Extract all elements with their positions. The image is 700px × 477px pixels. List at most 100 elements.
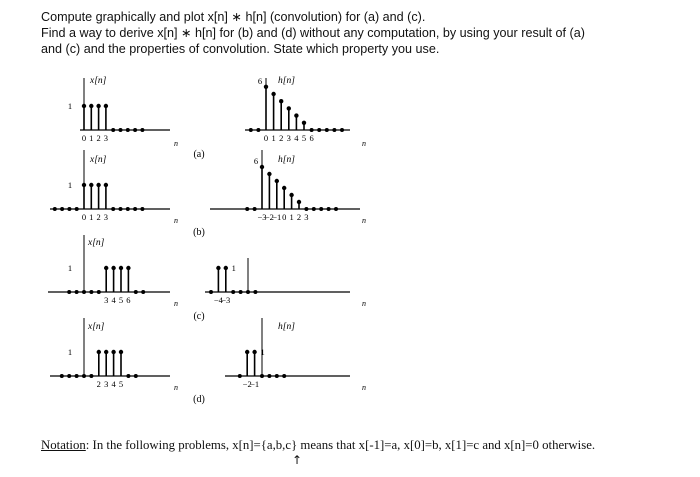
axis-var-label: n — [174, 383, 178, 392]
signal-label: x[n] — [89, 76, 107, 86]
part-label: (c) — [193, 311, 204, 322]
tick-label: 3 — [104, 295, 108, 305]
zero-sample-dot — [96, 290, 101, 294]
tick-label: 5 — [119, 379, 123, 389]
part-label: (a) — [193, 149, 204, 160]
problem-statement: Compute graphically and plot x[n] ∗ h[n]… — [41, 9, 681, 57]
part-label: (b) — [193, 227, 205, 238]
zero-sample-dot — [82, 290, 86, 294]
zero-sample-dot — [231, 290, 236, 294]
stem-tip — [126, 265, 131, 271]
zero-sample-dot — [252, 207, 257, 211]
zero-sample-dot — [111, 128, 116, 132]
part-label: (d) — [193, 394, 205, 405]
up-arrow-icon: ↑ — [292, 453, 303, 467]
tick-label: 3 — [104, 379, 108, 389]
plot-a-h: nh[n]60 1 2 3 4 5 6 — [245, 76, 366, 148]
signal-label: h[n] — [278, 76, 295, 86]
stem-tip — [96, 349, 102, 355]
zero-sample-dot — [334, 207, 338, 211]
plot-d-x: n x[n] 1 2 3 4 5 — [50, 318, 178, 392]
zero-sample-dot — [317, 128, 322, 132]
zero-sample-dot — [125, 128, 130, 132]
tick-label: 2 — [297, 212, 301, 222]
zero-sample-dot — [82, 374, 86, 378]
zero-sample-dot — [309, 128, 314, 132]
tick-label: −1 — [272, 212, 281, 222]
stem-tip — [267, 171, 272, 177]
tick-label: 1 — [89, 133, 93, 143]
plot-d-h: n h[n] 1 −2−1 — [225, 318, 366, 392]
zero-sample-dot — [326, 207, 331, 211]
zero-sample-dot — [311, 207, 316, 211]
amplitude-label: 1 — [68, 347, 72, 357]
zero-sample-dot — [237, 374, 242, 378]
stem-tip — [279, 99, 284, 104]
zero-sample-dot — [209, 290, 213, 294]
zero-sample-dot — [67, 207, 72, 211]
tick-label: 0 — [282, 212, 286, 222]
zero-sample-dot — [140, 128, 145, 132]
plot-a-x: nx[n]10 1 2 3 — [68, 76, 178, 148]
stem-tip — [296, 199, 302, 205]
zero-sample-dot — [118, 207, 123, 211]
zero-sample-dot — [118, 128, 123, 132]
stem-tip — [271, 91, 276, 97]
problem-line-2: Find a way to derive x[n] ∗ h[n] for (b)… — [41, 26, 585, 40]
zero-sample-dot — [133, 207, 138, 211]
amplitude-label: 1 — [232, 263, 236, 273]
zero-sample-dot — [133, 128, 138, 132]
zero-sample-dot — [52, 207, 57, 211]
stem-tip — [118, 349, 124, 355]
amplitude-label: 1 — [68, 263, 72, 273]
zero-sample-dot — [111, 207, 116, 211]
signal-label: x[n] — [87, 238, 105, 248]
zero-sample-dot — [319, 207, 324, 211]
axis-var-label: n — [362, 139, 366, 148]
zero-sample-dot — [274, 374, 279, 378]
signal-label: x[n] — [87, 322, 105, 332]
stem-tip — [282, 185, 287, 191]
tick-label: 6 — [126, 295, 130, 305]
zero-sample-dot — [140, 207, 145, 211]
tick-label: 1 — [271, 133, 275, 143]
stem-tip — [294, 113, 299, 118]
zero-sample-dot — [253, 290, 258, 294]
stem-tip — [252, 349, 257, 355]
zero-sample-dot — [246, 290, 250, 294]
stem-tip — [89, 103, 94, 109]
signal-label: h[n] — [278, 155, 295, 165]
plot-c-h: n 1 −4−3 — [205, 258, 366, 308]
tick-label: 3 — [304, 212, 308, 222]
stem-tip — [274, 178, 279, 184]
zero-sample-dot — [340, 128, 344, 132]
tick-label: 0 — [264, 133, 268, 143]
tick-label: 4 — [111, 379, 116, 389]
problem-line-3: and (c) and the properties of convolutio… — [41, 42, 440, 56]
zero-sample-dot — [332, 128, 337, 132]
amplitude-label: 1 — [68, 180, 72, 190]
zero-sample-dot — [67, 374, 72, 378]
stem-tip — [263, 84, 269, 90]
tick-label: −3 — [257, 212, 266, 222]
axis-var-label: n — [362, 216, 366, 225]
stem-tip — [223, 265, 228, 271]
tick-label: 0 — [82, 212, 86, 222]
notation-label: Notation — [41, 438, 86, 452]
zero-sample-dot — [245, 207, 250, 211]
zero-sample-dot — [89, 374, 94, 378]
zero-sample-dot — [267, 374, 272, 378]
stem-tip — [81, 182, 87, 188]
tick-label: 3 — [287, 133, 291, 143]
stem-tip — [289, 192, 294, 198]
plot-b-x: nx[n]10 1 2 3 — [50, 150, 178, 225]
zero-sample-dot — [238, 290, 243, 294]
zero-sample-dot — [74, 374, 79, 378]
zero-sample-dot — [125, 207, 130, 211]
zero-sample-dot — [133, 374, 138, 378]
problem-line-1: Compute graphically and plot x[n] ∗ h[n]… — [41, 10, 426, 24]
signal-label: x[n] — [89, 155, 107, 165]
tick-label: 0 — [82, 133, 86, 143]
tick-label: 1 — [89, 212, 93, 222]
